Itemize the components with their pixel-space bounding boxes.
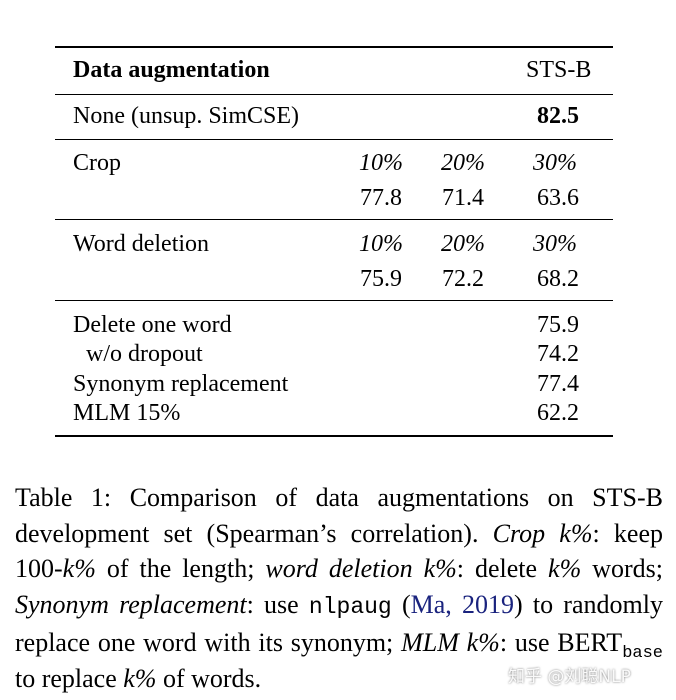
- word-deletion-label: Word deletion: [73, 231, 210, 257]
- delete-one-word-value: 75.9: [537, 312, 579, 338]
- crop-pct-30: 30%: [533, 150, 577, 176]
- word-deletion-rule: [55, 300, 613, 301]
- caption-text: to replace: [15, 663, 124, 693]
- word-deletion-value-20: 72.2: [442, 266, 484, 292]
- crop-label: Crop: [73, 150, 121, 176]
- caption-text: of the length;: [95, 554, 266, 583]
- caption-k-term: k%: [548, 554, 582, 583]
- synonym-replacement-value: 77.4: [537, 371, 579, 397]
- zhihu-watermark: 知乎 @刘聪NLP: [508, 667, 631, 687]
- caption-text: Table 1: Comparison of data augmentation…: [15, 483, 663, 548]
- word-deletion-pct-20: 20%: [441, 231, 485, 257]
- crop-pct-10: 10%: [359, 150, 403, 176]
- caption-text: of words.: [156, 663, 262, 693]
- header-sts-b: STS-B: [526, 57, 592, 83]
- mlm-value: 62.2: [537, 400, 579, 426]
- caption-text: words;: [581, 554, 663, 583]
- word-deletion-value-30: 68.2: [537, 266, 579, 292]
- wo-dropout-value: 74.2: [537, 341, 579, 367]
- synonym-replacement-label: Synonym replacement: [73, 371, 289, 397]
- crop-rule: [55, 219, 613, 220]
- crop-value-10: 77.8: [360, 185, 402, 211]
- crop-pct-20: 20%: [441, 150, 485, 176]
- caption-mlm-term: MLM k%: [401, 628, 500, 657]
- caption-k-term: k%: [62, 554, 96, 583]
- caption-text: : use BERT: [499, 628, 623, 657]
- wo-dropout-label: w/o dropout: [86, 341, 203, 367]
- baseline-label: None (unsup. SimCSE): [73, 103, 300, 129]
- caption-k-term: k%: [123, 663, 157, 693]
- table-caption: Table 1: Comparison of data augmentation…: [15, 480, 663, 696]
- caption-text: (: [391, 589, 411, 619]
- word-deletion-pct-30: 30%: [533, 231, 577, 257]
- caption-text: : keep 100-: [15, 518, 663, 584]
- crop-value-30: 63.6: [537, 185, 579, 211]
- caption-crop-term: Crop k%: [492, 518, 593, 548]
- baseline-rule: [55, 139, 613, 140]
- table-bottom-rule: [55, 435, 613, 437]
- header-data-augmentation: Data augmentation: [73, 57, 270, 83]
- caption-text: : delete: [456, 554, 549, 583]
- word-deletion-value-10: 75.9: [360, 266, 402, 292]
- header-rule: [55, 94, 613, 95]
- caption-text: : use: [246, 589, 309, 619]
- caption-nlpaug-code: nlpaug: [308, 593, 392, 620]
- word-deletion-pct-10: 10%: [359, 231, 403, 257]
- baseline-value: 82.5: [537, 103, 579, 129]
- delete-one-word-label: Delete one word: [73, 312, 232, 338]
- citation-link-ma-2019[interactable]: Ma, 2019: [410, 589, 514, 619]
- caption-synonym-term: Synonym replacement: [15, 589, 247, 619]
- crop-value-20: 71.4: [442, 185, 484, 211]
- caption-text: ) to randomly replace one word with its …: [15, 589, 663, 658]
- mlm-label: MLM 15%: [73, 400, 181, 426]
- caption-word-deletion-term: word deletion k%: [265, 554, 457, 583]
- caption-base-subscript: base: [622, 644, 663, 663]
- table-top-rule: [55, 46, 613, 48]
